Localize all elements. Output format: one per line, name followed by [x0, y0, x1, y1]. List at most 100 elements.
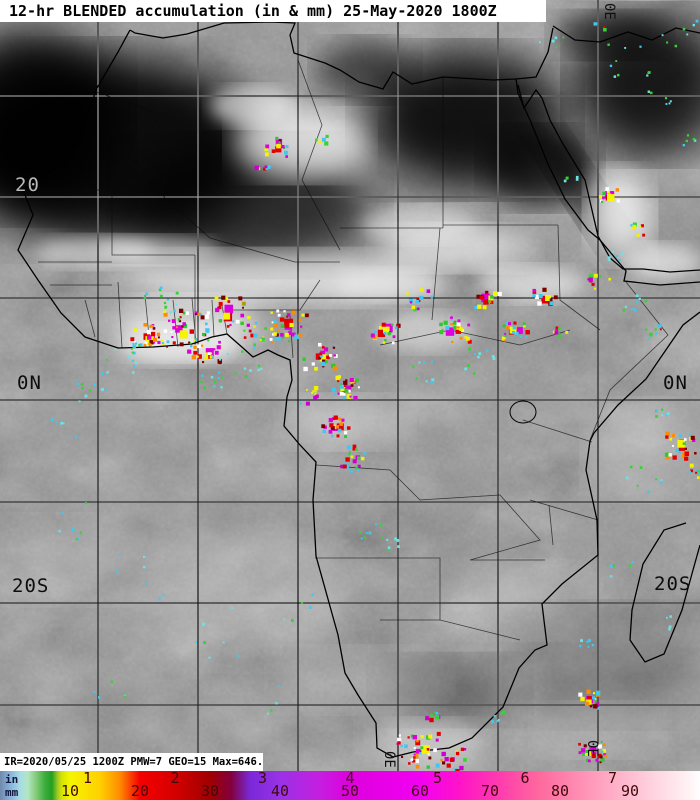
precip-dot — [591, 282, 595, 286]
precip-dot — [360, 537, 363, 540]
precip-dot — [537, 301, 542, 306]
precip-dot — [435, 712, 439, 715]
colorbar-tick: 6 — [520, 769, 530, 787]
precip-dot — [379, 326, 383, 330]
precip-dot — [381, 322, 386, 327]
precip-dot — [396, 324, 399, 328]
precip-dot — [321, 137, 326, 142]
precip-dot — [503, 339, 506, 342]
colorbar-tick: 7 — [607, 769, 618, 787]
precip-dot — [319, 352, 323, 356]
precip-dot — [598, 195, 603, 199]
precip-dot — [595, 758, 599, 762]
precip-dot — [132, 342, 135, 345]
precip-dot — [273, 320, 277, 324]
precip-dot — [332, 417, 335, 421]
precip-dot — [445, 327, 455, 336]
precip-dot — [248, 329, 252, 333]
precip-dot — [211, 356, 214, 359]
precip-dot — [253, 346, 256, 349]
precip-dot — [668, 625, 672, 629]
precip-dot — [474, 305, 478, 309]
precip-dot — [695, 19, 699, 23]
precip-dot — [175, 303, 178, 306]
precip-dot — [214, 350, 219, 355]
precip-dot — [318, 342, 322, 347]
precip-dot — [440, 758, 443, 762]
precip-dot — [275, 702, 278, 705]
precip-dot — [218, 301, 223, 306]
precip-dot — [222, 641, 225, 644]
precip-dot — [379, 524, 383, 527]
precip-dot — [289, 322, 294, 328]
precip-dot — [325, 360, 328, 363]
precip-dot — [207, 339, 210, 342]
precip-dot — [682, 451, 685, 454]
precip-dot — [594, 700, 598, 703]
precip-dot — [78, 400, 81, 403]
precip-dot — [485, 291, 488, 293]
precip-dot — [688, 433, 691, 436]
precip-dot — [384, 339, 387, 342]
precip-dot — [672, 434, 675, 438]
precip-dot — [605, 187, 610, 191]
precip-dot — [166, 340, 170, 344]
precip-dot — [156, 332, 161, 337]
precip-dot — [203, 358, 206, 361]
precip-dot — [131, 359, 134, 362]
precip-dot — [377, 329, 386, 337]
precip-dot — [302, 357, 306, 361]
precip-dot — [431, 360, 434, 363]
precip-dot — [593, 287, 597, 290]
precip-dot — [549, 300, 554, 306]
precip-dot — [601, 750, 604, 753]
precip-dot — [601, 200, 604, 203]
precip-dot — [214, 296, 219, 301]
precip-dot — [135, 362, 138, 365]
precip-dot — [277, 313, 281, 317]
precip-dot — [171, 319, 176, 323]
precip-dot — [695, 471, 698, 474]
precip-dot — [415, 300, 420, 304]
precip-dot — [668, 628, 671, 631]
precip-dot — [318, 140, 322, 144]
precip-dot — [207, 352, 211, 355]
precip-dot — [433, 748, 437, 753]
precip-dot — [580, 639, 583, 643]
precip-dot — [272, 333, 275, 336]
precip-dot — [344, 431, 348, 435]
precip-dot — [660, 479, 663, 481]
precip-dot — [356, 469, 360, 472]
precip-dot — [157, 336, 160, 339]
precip-dot — [636, 233, 640, 237]
precip-dot — [308, 606, 312, 609]
precip-dot — [467, 364, 471, 367]
precip-dot — [669, 437, 673, 441]
precip-dot — [532, 294, 536, 298]
precip-dot — [357, 464, 361, 468]
precip-dot — [269, 338, 273, 341]
precip-dot — [320, 361, 326, 367]
precip-dot — [415, 377, 418, 380]
precip-dot — [694, 452, 697, 455]
precip-dot — [690, 435, 695, 440]
precip-dot — [655, 415, 658, 418]
precip-dot — [554, 330, 559, 335]
colorbar-tick: 3 — [257, 769, 268, 787]
precip-dot — [426, 765, 430, 769]
precip-dot — [235, 319, 240, 324]
precip-dot — [692, 23, 695, 27]
precip-dot — [204, 314, 210, 320]
precip-dot — [624, 305, 627, 308]
precip-dot — [415, 748, 421, 754]
precip-dot — [160, 339, 163, 342]
precip-dot — [579, 644, 582, 648]
precip-dot — [339, 422, 343, 426]
precip-dot — [200, 315, 205, 320]
precip-dot — [647, 90, 650, 93]
colorbar: 1 2 3 4 5 6 7 10 20 30 40 50 60 70 80 90 in mm — [0, 771, 700, 800]
precip-dot — [604, 754, 608, 758]
precip-dot — [635, 300, 639, 304]
precip-dot — [217, 377, 220, 379]
precip-dot — [682, 27, 686, 31]
